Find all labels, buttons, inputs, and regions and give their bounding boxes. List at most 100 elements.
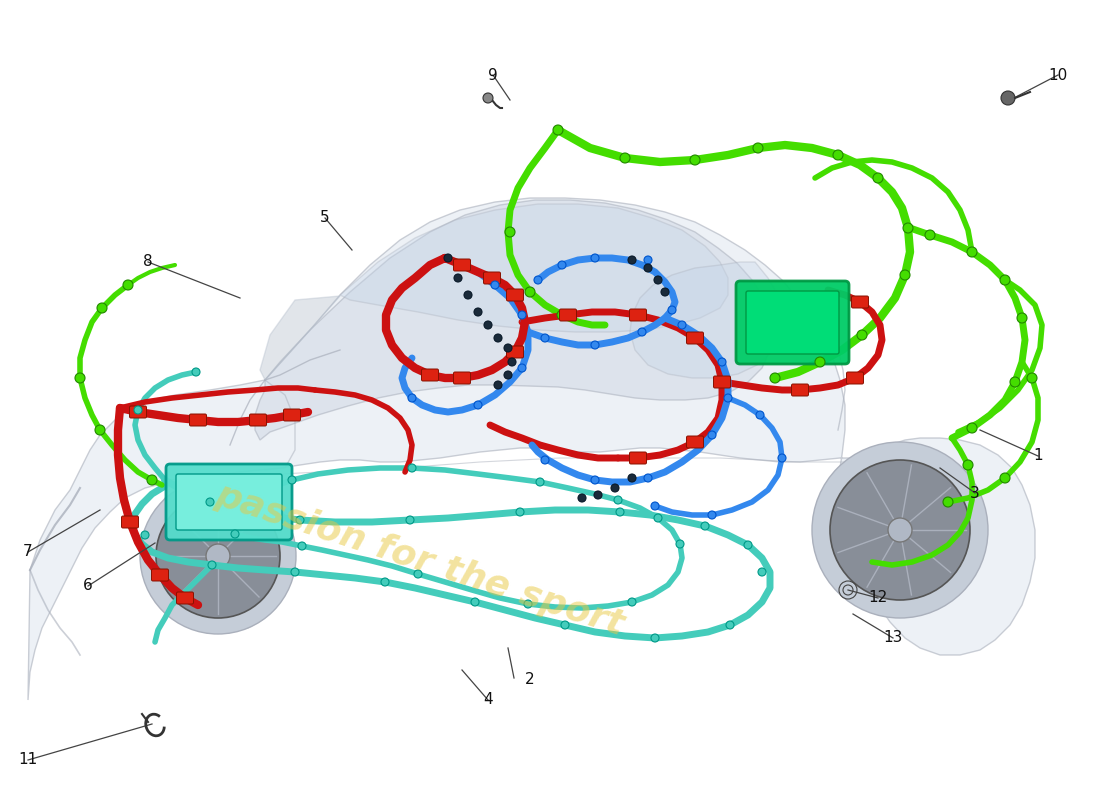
FancyBboxPatch shape [284,409,300,421]
Text: 12: 12 [868,590,888,606]
Circle shape [708,431,716,439]
FancyBboxPatch shape [484,272,500,284]
FancyBboxPatch shape [851,296,869,308]
Circle shape [903,223,913,233]
Text: 10: 10 [1048,67,1068,82]
Text: passion for the sport: passion for the sport [211,478,628,642]
Circle shape [857,330,867,340]
FancyBboxPatch shape [250,414,266,426]
Circle shape [134,406,142,414]
FancyBboxPatch shape [130,406,146,418]
Circle shape [967,423,977,433]
Text: 9: 9 [488,67,498,82]
Circle shape [644,256,652,264]
Circle shape [661,288,669,296]
FancyBboxPatch shape [453,372,471,384]
Circle shape [557,310,566,320]
Circle shape [758,568,766,576]
Circle shape [888,518,912,542]
FancyBboxPatch shape [736,281,849,364]
Circle shape [967,247,977,257]
Circle shape [156,494,280,618]
FancyBboxPatch shape [792,384,808,396]
Circle shape [651,634,659,642]
Circle shape [75,373,85,383]
Circle shape [516,508,524,516]
Circle shape [508,358,516,366]
Circle shape [708,511,716,519]
Circle shape [833,150,843,160]
Circle shape [614,496,622,504]
Circle shape [123,280,133,290]
Circle shape [651,502,659,510]
Circle shape [591,254,600,262]
Circle shape [518,364,526,372]
Circle shape [95,425,104,435]
Circle shape [778,454,786,462]
FancyBboxPatch shape [166,464,292,540]
Text: 1: 1 [1033,449,1043,463]
Circle shape [620,153,630,163]
Circle shape [454,274,462,282]
Circle shape [491,281,499,289]
Circle shape [474,401,482,409]
Circle shape [140,478,296,634]
Circle shape [541,334,549,342]
Circle shape [534,276,542,284]
Circle shape [756,411,764,419]
Text: 5: 5 [320,210,330,226]
Polygon shape [260,296,340,380]
Circle shape [561,621,569,629]
Circle shape [408,394,416,402]
Text: 6: 6 [84,578,92,594]
Circle shape [943,497,953,507]
Circle shape [644,474,652,482]
FancyBboxPatch shape [152,569,168,581]
FancyBboxPatch shape [714,376,730,388]
FancyBboxPatch shape [629,452,647,464]
Circle shape [1027,373,1037,383]
Circle shape [536,478,544,486]
Circle shape [231,530,239,538]
Circle shape [483,93,493,103]
Circle shape [541,456,549,464]
Circle shape [1000,473,1010,483]
Circle shape [726,621,734,629]
Circle shape [505,227,515,237]
Polygon shape [340,204,728,332]
FancyBboxPatch shape [453,259,471,271]
Circle shape [724,394,732,402]
Circle shape [444,254,452,262]
FancyBboxPatch shape [629,309,647,321]
Text: 3: 3 [970,486,980,501]
Circle shape [900,270,910,280]
Circle shape [594,491,602,499]
Circle shape [558,261,566,269]
Polygon shape [28,198,1035,700]
Circle shape [141,531,149,539]
Circle shape [1018,313,1027,323]
Circle shape [578,494,586,502]
FancyBboxPatch shape [506,346,524,358]
Circle shape [206,498,214,506]
FancyBboxPatch shape [686,332,704,344]
Circle shape [925,230,935,240]
Circle shape [701,522,710,530]
Circle shape [474,308,482,316]
Circle shape [1001,91,1015,105]
Circle shape [192,368,200,376]
Circle shape [208,561,216,569]
Circle shape [406,516,414,524]
Circle shape [830,460,970,600]
Circle shape [654,276,662,284]
Circle shape [744,541,752,549]
Circle shape [408,464,416,472]
Text: 8: 8 [143,254,153,270]
Circle shape [678,321,686,329]
Circle shape [754,143,763,153]
Circle shape [638,328,646,336]
Text: 13: 13 [883,630,903,646]
FancyBboxPatch shape [746,291,839,354]
Circle shape [628,256,636,264]
Circle shape [524,600,532,608]
